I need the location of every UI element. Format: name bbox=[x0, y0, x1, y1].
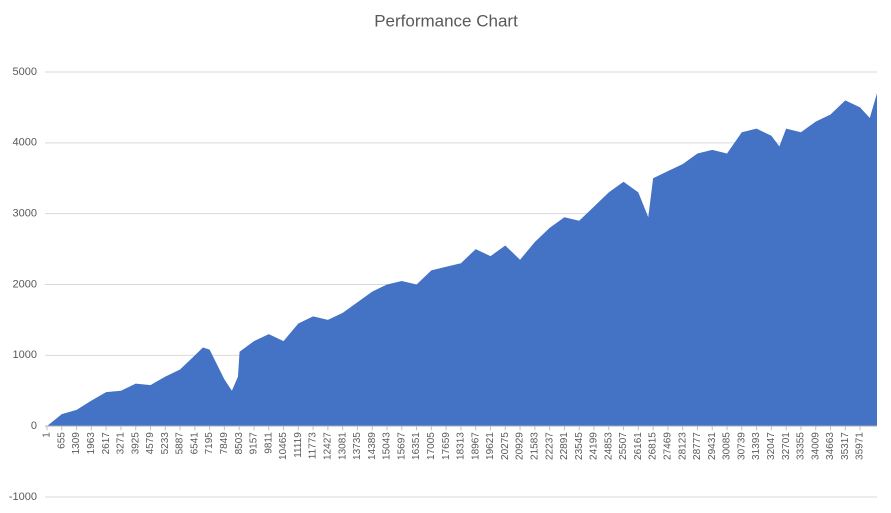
x-tick-label: 1 bbox=[42, 432, 53, 438]
chart-title: Performance Chart bbox=[374, 11, 518, 30]
x-tick-label: 13081 bbox=[337, 432, 348, 460]
x-tick-label: 20275 bbox=[500, 432, 511, 460]
x-tick-label: 29431 bbox=[707, 432, 718, 460]
y-tick-label: 1000 bbox=[13, 349, 37, 361]
x-tick-label: 28777 bbox=[692, 432, 703, 460]
x-tick-label: 1309 bbox=[71, 432, 82, 455]
x-tick-label: 22237 bbox=[544, 432, 555, 460]
x-tick-label: 3271 bbox=[116, 432, 127, 455]
area bbox=[47, 93, 877, 427]
x-tick-label: 6541 bbox=[189, 432, 200, 455]
x-tick-label: 23545 bbox=[574, 432, 585, 460]
x-tick-label: 5233 bbox=[160, 432, 171, 455]
x-tick-label: 9157 bbox=[249, 432, 260, 455]
y-tick-label: 4000 bbox=[13, 137, 37, 149]
x-tick-label: 9811 bbox=[263, 432, 274, 454]
y-tick-label: 2000 bbox=[13, 278, 37, 290]
x-tick-label: 22891 bbox=[559, 432, 570, 460]
x-tick-label: 25507 bbox=[618, 432, 629, 460]
x-tick-label: 15697 bbox=[396, 432, 407, 460]
x-tick-label: 24199 bbox=[589, 432, 600, 460]
x-tick-label: 30085 bbox=[722, 432, 733, 460]
x-tick-label: 31393 bbox=[751, 432, 762, 460]
x-tick-label: 34009 bbox=[810, 432, 821, 460]
x-tick-label: 12427 bbox=[323, 432, 334, 460]
x-tick-label: 26815 bbox=[648, 432, 659, 460]
x-tick-label: 1963 bbox=[86, 432, 97, 455]
x-tick-label: 14389 bbox=[367, 432, 378, 460]
x-tick-label: 32047 bbox=[766, 432, 777, 460]
x-tick-label: 17659 bbox=[441, 432, 452, 460]
y-tick-label: -1000 bbox=[9, 491, 37, 503]
x-tick-label: 18313 bbox=[456, 432, 467, 460]
x-tick-label: 35971 bbox=[855, 432, 866, 460]
x-tick-label: 5887 bbox=[175, 432, 186, 455]
x-tick-label: 10465 bbox=[278, 432, 289, 460]
x-tick-label: 4579 bbox=[145, 432, 156, 455]
x-tick-label: 2617 bbox=[101, 432, 112, 455]
x-tick-label: 7849 bbox=[219, 432, 230, 455]
x-tick-label: 13735 bbox=[352, 432, 363, 460]
x-tick-label: 20929 bbox=[515, 432, 526, 460]
x-tick-label: 27469 bbox=[663, 432, 674, 460]
x-tick-label: 30739 bbox=[736, 432, 747, 460]
x-tick-label: 18967 bbox=[470, 432, 481, 460]
x-tick-label: 26161 bbox=[633, 432, 644, 460]
x-tick-label: 655 bbox=[56, 432, 67, 449]
x-tick-label: 16351 bbox=[411, 432, 422, 460]
x-tick-label: 34663 bbox=[825, 432, 836, 460]
x-tick-label: 11119 bbox=[293, 432, 304, 458]
x-tick-label: 7195 bbox=[204, 432, 215, 455]
x-tick-label: 17005 bbox=[426, 432, 437, 460]
x-tick-label: 3925 bbox=[130, 432, 141, 455]
x-tick-label: 19621 bbox=[485, 432, 496, 460]
x-tick-label: 35317 bbox=[840, 432, 851, 460]
y-tick-label: 3000 bbox=[13, 208, 37, 220]
x-tick-label: 24853 bbox=[603, 432, 614, 460]
x-tick-label: 8503 bbox=[234, 432, 245, 455]
x-tick-label: 15043 bbox=[382, 432, 393, 460]
x-tick-label: 11773 bbox=[308, 432, 319, 460]
x-tick-label: 21583 bbox=[529, 432, 540, 460]
x-tick-label: 33355 bbox=[796, 432, 807, 460]
y-tick-label: 0 bbox=[31, 420, 37, 432]
y-tick-label: 5000 bbox=[13, 66, 37, 78]
x-tick-label: 28123 bbox=[677, 432, 688, 460]
x-tick-label: 32701 bbox=[781, 432, 792, 460]
